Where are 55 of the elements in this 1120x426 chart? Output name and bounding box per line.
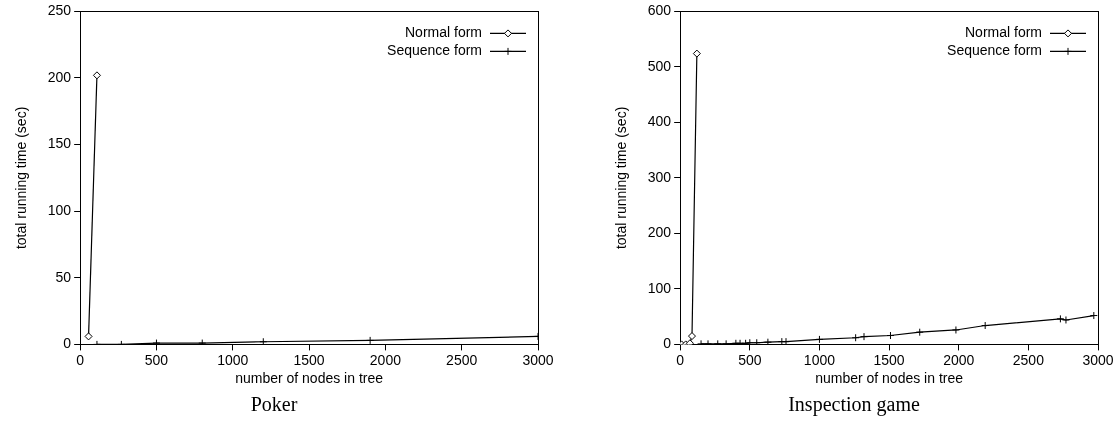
y-tick-label: 100 <box>47 202 72 219</box>
point <box>1061 315 1070 324</box>
x-tick-label: 500 <box>738 351 762 368</box>
point <box>259 337 268 345</box>
point <box>92 71 101 80</box>
x-axis-title: number of nodes in tree <box>815 370 964 387</box>
x-tick-label: 0 <box>676 351 685 368</box>
point <box>1089 311 1098 320</box>
x-tick-label: 2500 <box>446 351 478 368</box>
x-tick-label: 2000 <box>943 351 975 368</box>
point <box>763 338 772 345</box>
point <box>782 337 791 345</box>
y-tick-label: 200 <box>47 68 72 85</box>
point <box>851 333 860 342</box>
x-tick-label: 1500 <box>873 351 905 368</box>
x-tick-label: 500 <box>144 351 169 368</box>
y-tick-label: 50 <box>55 268 72 285</box>
point <box>886 331 895 340</box>
point <box>915 328 924 337</box>
x-tick-label: 2500 <box>1012 351 1045 368</box>
y-tick-label: 100 <box>647 279 672 296</box>
point <box>84 332 93 341</box>
point <box>752 338 761 345</box>
y-tick-label: 500 <box>647 57 672 74</box>
point <box>860 332 869 341</box>
y-tick-label: 200 <box>647 224 672 241</box>
text: Poker <box>250 393 298 416</box>
x-axis-title: number of nodes in tree <box>235 370 384 387</box>
x-tick-label: 1500 <box>293 351 325 368</box>
legend-label: Sequence form <box>947 42 1042 59</box>
y-tick-label: 0 <box>663 335 672 352</box>
point <box>366 336 375 345</box>
y-axis-title: total running time (sec) <box>13 106 30 250</box>
point <box>951 325 960 334</box>
text: Inspection game <box>788 393 920 417</box>
y-tick-label: 300 <box>647 168 672 185</box>
y-tick-label: 250 <box>47 2 72 19</box>
x-tick-label: 2000 <box>369 351 402 368</box>
y-tick-label: 150 <box>47 135 72 152</box>
legend-label: Sequence form <box>387 42 482 59</box>
point <box>688 332 696 341</box>
point <box>981 321 990 330</box>
y-tick-label: 400 <box>647 113 672 130</box>
x-tick-label: 3000 <box>1082 351 1114 368</box>
y-tick-label: 600 <box>647 2 672 19</box>
legend-label: Normal form <box>404 24 482 41</box>
x-tick-label: 1000 <box>803 351 836 368</box>
legend-label: Normal form <box>964 24 1042 41</box>
y-tick-label: 0 <box>63 335 72 352</box>
x-tick-label: 1000 <box>217 351 249 368</box>
x-tick-label: 3000 <box>522 351 554 368</box>
y-axis-title: total running time (sec) <box>613 106 630 250</box>
x-tick-label: 0 <box>76 351 85 368</box>
point <box>1056 314 1065 323</box>
point <box>692 49 701 58</box>
